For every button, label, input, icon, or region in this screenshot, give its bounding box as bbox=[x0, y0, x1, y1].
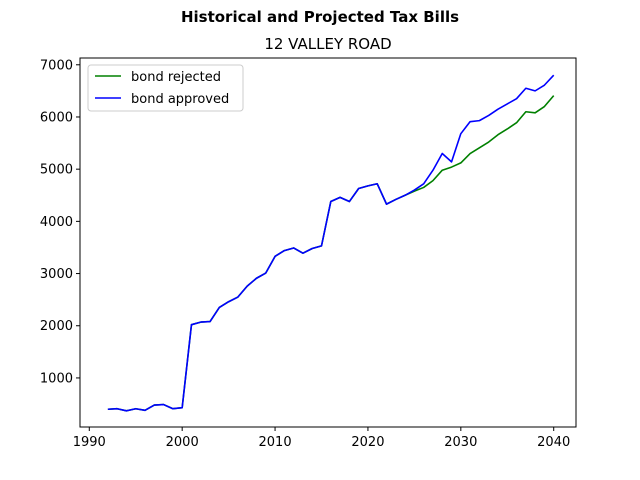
legend-box bbox=[87, 64, 244, 112]
y-tick-label: 7000 bbox=[40, 58, 73, 73]
chart-subtitle: 12 VALLEY ROAD bbox=[264, 35, 391, 53]
chart-title: Historical and Projected Tax Bills bbox=[181, 8, 459, 26]
legend-label-bond-approved: bond approved bbox=[131, 92, 229, 107]
x-tick-label: 1990 bbox=[73, 435, 106, 450]
x-axis: 1990 2000 2010 2020 2030 2040 bbox=[73, 427, 570, 450]
y-tick-label: 3000 bbox=[40, 267, 73, 282]
x-tick-label: 2020 bbox=[351, 435, 384, 450]
legend-label-bond-rejected: bond rejected bbox=[131, 70, 221, 85]
x-tick-label: 2030 bbox=[444, 435, 477, 450]
y-tick-label: 6000 bbox=[40, 110, 73, 125]
x-tick-label: 2000 bbox=[166, 435, 199, 450]
y-tick-label: 5000 bbox=[40, 163, 73, 178]
y-axis: 1000 2000 3000 4000 5000 6000 7000 bbox=[40, 58, 80, 386]
x-tick-label: 2010 bbox=[259, 435, 292, 450]
y-tick-label: 4000 bbox=[40, 215, 73, 230]
y-tick-label: 1000 bbox=[40, 371, 73, 386]
x-tick-label: 2040 bbox=[537, 435, 570, 450]
series-layer bbox=[107, 74, 555, 412]
y-tick-label: 2000 bbox=[40, 319, 73, 334]
plot-frame bbox=[79, 57, 577, 428]
legend: bond rejected bond approved bbox=[87, 64, 244, 112]
series-line-bond-approved bbox=[107, 74, 555, 412]
series-line-bond-rejected bbox=[107, 95, 555, 412]
